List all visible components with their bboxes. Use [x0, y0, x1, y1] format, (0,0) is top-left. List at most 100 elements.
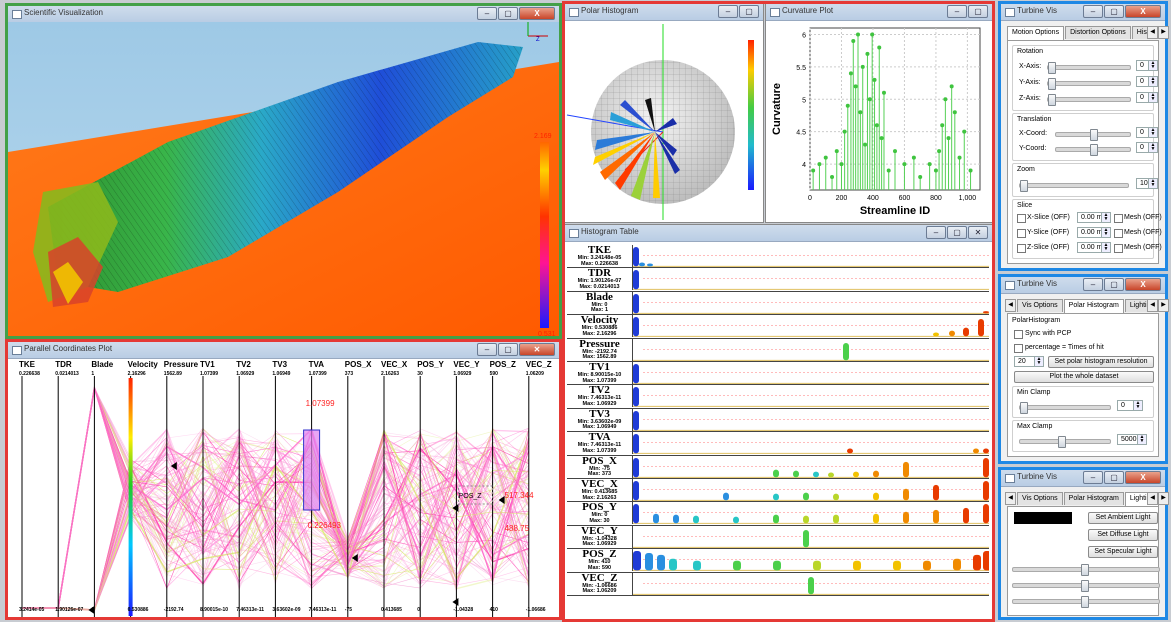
tab-vis-options[interactable]: Vis Options: [1017, 299, 1063, 312]
minimize-button[interactable]: –: [947, 5, 967, 18]
y-axis-spinbox[interactable]: 0 ▲ ▼: [1136, 76, 1158, 87]
axis-marker-arrow[interactable]: [351, 554, 358, 562]
x-axis-slider[interactable]: [1047, 62, 1131, 74]
histogram-row-vec_z[interactable]: VEC_Z Min: -1.06686 Max: 1.06209: [567, 572, 989, 596]
slider-thumb[interactable]: [1048, 94, 1056, 106]
min-clamp-slider[interactable]: [1019, 402, 1111, 414]
maximize-button[interactable]: ▢: [1104, 471, 1124, 484]
slider-thumb[interactable]: [1090, 144, 1098, 156]
minimize-button[interactable]: –: [718, 5, 738, 18]
maximize-button[interactable]: ▢: [1104, 278, 1124, 291]
slider-thumb[interactable]: [1081, 596, 1089, 608]
percentage-checkbox[interactable]: [1014, 344, 1023, 353]
titlebar[interactable]: Histogram Table – ▢ ✕: [565, 225, 992, 242]
minimize-button[interactable]: –: [477, 343, 497, 356]
slider-thumb[interactable]: [1090, 129, 1098, 141]
tab-scroll-right[interactable]: ▶: [1158, 492, 1169, 505]
tab-scroll-left[interactable]: ◀: [1005, 299, 1016, 312]
tab-scroll-left[interactable]: ◀: [1147, 26, 1158, 39]
histogram-table[interactable]: TKE Min: 3.24148e-05 Max: 0.226638 TDR Min: …: [565, 245, 992, 619]
z-axis-spinbox[interactable]: 0 ▲ ▼: [1136, 92, 1158, 103]
tab-motion-options[interactable]: Motion Options: [1007, 26, 1065, 40]
tab-scroll-left[interactable]: ◀: [1005, 492, 1016, 505]
histogram-row-vec_y[interactable]: VEC_Y Min: -1.04328 Max: 1.06929: [567, 525, 989, 550]
tab-polar-histogram[interactable]: Polar Histogram: [1063, 299, 1124, 313]
maximize-button[interactable]: ▢: [947, 226, 967, 239]
tab-scroll-right[interactable]: ▶: [1158, 26, 1169, 39]
slider-thumb[interactable]: [1020, 402, 1028, 414]
curvature-plot-window[interactable]: Curvature Plot – ▢ 0 200 400 600 800 1,000 4 4.5…: [765, 3, 993, 223]
plot-dataset-button[interactable]: Plot the whole dataset: [1014, 371, 1154, 383]
histogram-row-velocity[interactable]: Velocity Min: 0.530886 Max: 2.16296: [567, 315, 989, 339]
light-slider-1[interactable]: [1012, 564, 1160, 576]
histogram-row-blade[interactable]: Blade Min: 0 Max: 1: [567, 291, 989, 316]
tab-scroll-right[interactable]: ▶: [1158, 299, 1169, 312]
polar-histogram-window[interactable]: Polar Histogram – ▢: [564, 3, 764, 223]
maximize-button[interactable]: ▢: [1104, 5, 1124, 18]
posz-brush[interactable]: [458, 485, 494, 505]
titlebar[interactable]: Parallel Coordinates Plot – ▢ ✕: [8, 342, 559, 359]
close-button[interactable]: X: [1125, 471, 1161, 484]
titlebar[interactable]: Polar Histogram – ▢: [565, 4, 763, 21]
histogram-row-tv2[interactable]: TV2 Min: 7.46313e-11 Max: 1.06929: [567, 385, 989, 409]
slider-thumb[interactable]: [1081, 564, 1089, 576]
axis-marker-arrow[interactable]: [452, 504, 459, 512]
histogram-table-window[interactable]: Histogram Table – ▢ ✕ TKE Min: 3.24148e-05 M…: [564, 224, 993, 620]
min-clamp-spinbox[interactable]: 0 ▲ ▼: [1117, 400, 1143, 411]
tab-vis-options[interactable]: Vis Options: [1017, 492, 1063, 505]
z-mesh-checkbox[interactable]: [1114, 244, 1123, 253]
resolution-spinbox[interactable]: 20 ▲ ▼: [1014, 356, 1044, 367]
light-color-swatch[interactable]: [1014, 512, 1072, 524]
y-slice-spinbox[interactable]: 0.00 m ▲ ▼: [1077, 227, 1111, 238]
close-button[interactable]: ✕: [519, 343, 555, 356]
histogram-row-tv3[interactable]: TV3 Min: 3.63602e-09 Max: 1.06949: [567, 408, 989, 433]
minimize-button[interactable]: –: [1083, 5, 1103, 18]
y-coord-spinbox[interactable]: 0 ▲ ▼: [1136, 142, 1158, 153]
x-coord-slider[interactable]: [1055, 129, 1131, 141]
titlebar[interactable]: Scientific Visualization – ▢ X: [8, 6, 559, 23]
slider-thumb[interactable]: [1081, 580, 1089, 592]
light-slider-2[interactable]: [1012, 580, 1160, 592]
tva-brush[interactable]: [303, 429, 321, 511]
x-axis-spinbox[interactable]: 0 ▲ ▼: [1136, 60, 1158, 71]
maximize-button[interactable]: ▢: [498, 7, 518, 20]
set-specular-light-button[interactable]: Set Specular Light: [1088, 546, 1158, 558]
parallel-coordinates-window[interactable]: Parallel Coordinates Plot – ▢ ✕ 1.07399 0.2…: [5, 339, 562, 620]
slider-thumb[interactable]: [1048, 78, 1056, 90]
set-diffuse-light-button[interactable]: Set Diffuse Light: [1088, 529, 1158, 541]
close-button[interactable]: X: [519, 7, 555, 20]
maximize-button[interactable]: ▢: [498, 343, 518, 356]
max-clamp-slider[interactable]: [1019, 436, 1111, 448]
close-button[interactable]: X: [1125, 278, 1161, 291]
set-ambient-light-button[interactable]: Set Ambient Light: [1088, 512, 1158, 524]
histogram-row-pos_z[interactable]: POS_Z Min: 410 Max: 590: [567, 549, 989, 573]
histogram-row-pos_x[interactable]: POS_X Min: -75 Max: 373: [567, 455, 989, 479]
titlebar[interactable]: Turbine Vis – ▢ X: [1001, 470, 1165, 487]
minimize-button[interactable]: –: [1083, 471, 1103, 484]
x-slice-checkbox[interactable]: [1017, 214, 1026, 223]
polar-histogram-view[interactable]: [565, 20, 763, 222]
axis-marker-arrow[interactable]: [452, 598, 459, 606]
histogram-row-tke[interactable]: TKE Min: 3.24148e-05 Max: 0.226638: [567, 245, 989, 269]
zoom-slider[interactable]: [1019, 180, 1129, 192]
slider-thumb[interactable]: [1058, 436, 1066, 448]
titlebar[interactable]: Turbine Vis – ▢ X: [1001, 277, 1165, 294]
z-slice-checkbox[interactable]: [1017, 244, 1026, 253]
close-button[interactable]: X: [1125, 5, 1161, 18]
y-axis-slider[interactable]: [1047, 78, 1131, 90]
minimize-button[interactable]: –: [926, 226, 946, 239]
histogram-row-tdr[interactable]: TDR Min: 1.90126e-07 Max: 0.0214013: [567, 268, 989, 292]
set-resolution-button[interactable]: Set polar histogram resolution: [1048, 356, 1154, 368]
z-axis-slider[interactable]: [1047, 94, 1131, 106]
y-mesh-checkbox[interactable]: [1114, 229, 1123, 238]
light-slider-3[interactable]: [1012, 596, 1160, 608]
pcp-plot[interactable]: 1.07399 0.226493 POS_Z 517.344 488.75: [8, 358, 559, 617]
maximize-button[interactable]: ▢: [968, 5, 988, 18]
z-slice-spinbox[interactable]: 0.00 m ▲ ▼: [1077, 242, 1111, 253]
scientific-visualization-window[interactable]: Scientific Visualization – ▢ X Z 2.169 0.5…: [5, 3, 562, 339]
y-slice-checkbox[interactable]: [1017, 229, 1026, 238]
histogram-row-tva[interactable]: TVA Min: 7.46313e-11 Max: 1.07399: [567, 432, 989, 456]
titlebar[interactable]: Curvature Plot – ▢: [766, 4, 992, 21]
x-coord-spinbox[interactable]: 0 ▲ ▼: [1136, 127, 1158, 138]
titlebar[interactable]: Turbine Vis – ▢ X: [1001, 4, 1165, 21]
